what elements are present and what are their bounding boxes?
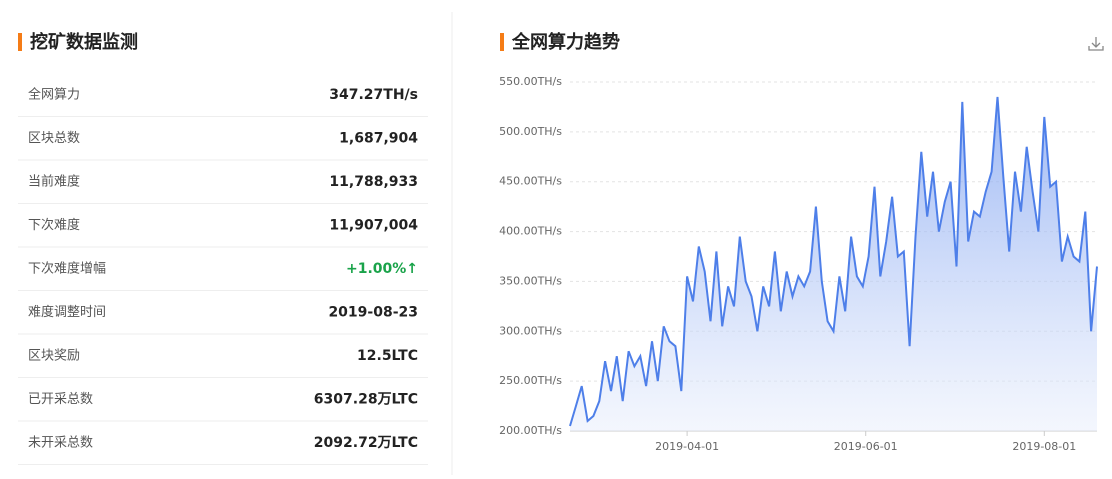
y-tick-label: 250.00TH/s — [499, 374, 562, 387]
row-value: 347.27TH/s — [329, 87, 418, 103]
row-value: 2019-08-23 — [328, 305, 418, 321]
y-tick-label: 300.00TH/s — [499, 324, 562, 337]
row-value: 2092.72万LTC — [314, 435, 418, 451]
y-tick-label: 550.00TH/s — [499, 75, 562, 88]
row-value: 6307.28万LTC — [314, 392, 418, 408]
x-tick-label: 2019-08-01 — [1012, 440, 1076, 453]
row-label: 难度调整时间 — [28, 304, 106, 320]
row-value: 11,788,933 — [329, 174, 418, 190]
y-tick-label: 200.00TH/s — [499, 424, 562, 437]
row-label: 下次难度 — [28, 217, 80, 233]
row-label: 全网算力 — [28, 87, 80, 103]
chart-title: 全网算力趋势 — [511, 31, 620, 53]
row-label: 当前难度 — [28, 174, 80, 190]
y-tick-label: 500.00TH/s — [499, 125, 562, 138]
row-label: 未开采总数 — [28, 436, 93, 451]
row-label: 区块总数 — [28, 131, 80, 146]
x-tick-label: 2019-06-01 — [834, 440, 898, 453]
y-tick-label: 400.00TH/s — [499, 225, 562, 238]
title-marker — [18, 33, 22, 51]
title-marker — [500, 33, 504, 51]
panel-title: 挖矿数据监测 — [30, 31, 138, 53]
area — [570, 97, 1097, 431]
row-label: 区块奖励 — [28, 349, 80, 364]
x-tick-label: 2019-04-01 — [655, 440, 719, 453]
row-value: 11,907,004 — [329, 218, 418, 234]
download-icon[interactable] — [1088, 37, 1104, 51]
row-value: 1,687,904 — [339, 131, 418, 147]
row-label: 已开采总数 — [28, 392, 93, 407]
row-value: 12.5LTC — [357, 348, 418, 364]
row-value: +1.00%↑ — [346, 261, 418, 277]
row-label: 下次难度增幅 — [28, 261, 106, 277]
y-tick-label: 450.00TH/s — [499, 175, 562, 188]
y-tick-label: 350.00TH/s — [499, 274, 562, 287]
line — [569, 96, 1098, 427]
